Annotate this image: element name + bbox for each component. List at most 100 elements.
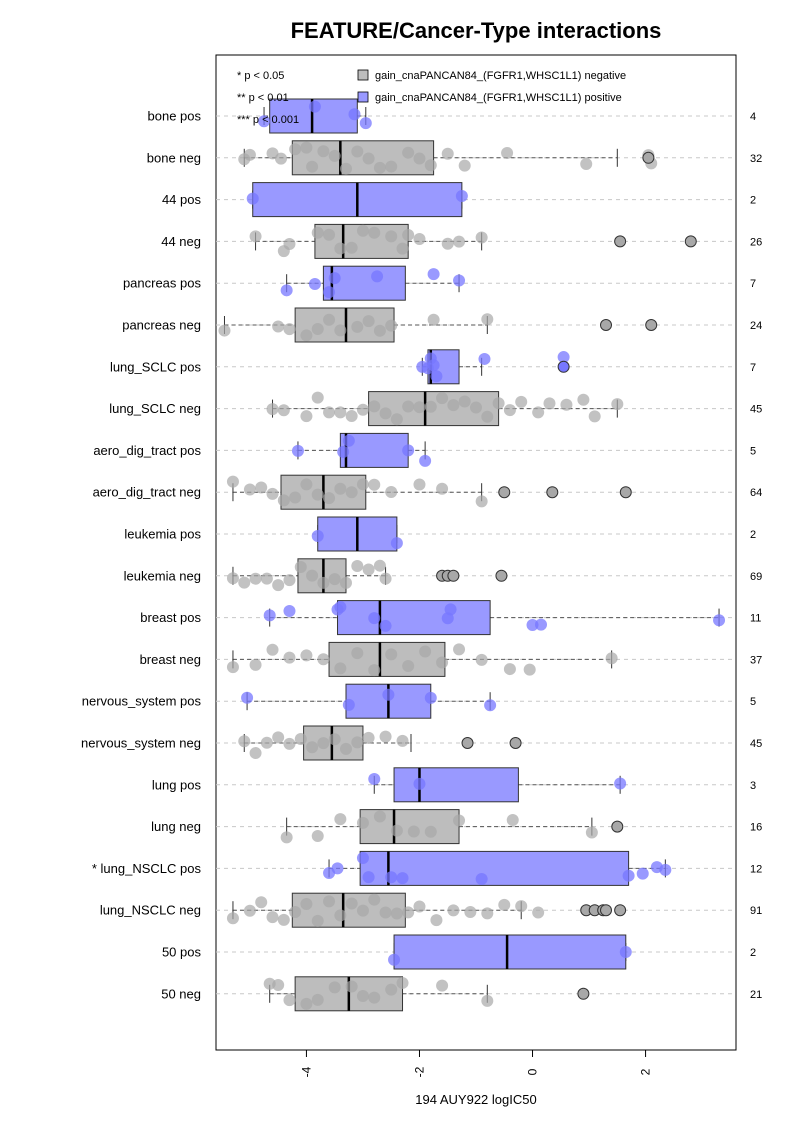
group-count: 69	[750, 571, 762, 583]
data-point	[306, 569, 319, 582]
data-point	[503, 404, 516, 417]
legend-swatch-positive	[357, 91, 369, 103]
boxes	[223, 98, 720, 1012]
group-count: 12	[750, 863, 762, 875]
data-point	[605, 652, 618, 665]
data-point	[588, 410, 601, 423]
data-point	[317, 653, 330, 666]
data-point	[413, 232, 426, 245]
data-point	[356, 816, 369, 829]
data-point	[351, 559, 364, 572]
group-label: breast neg	[140, 652, 201, 667]
outlier-point	[684, 235, 697, 248]
data-point	[272, 579, 285, 592]
data-point	[218, 324, 231, 337]
data-point	[311, 993, 324, 1006]
data-point	[532, 406, 545, 419]
outlier-point	[611, 820, 624, 833]
group-count: 26	[750, 236, 762, 248]
data-point	[515, 900, 528, 913]
outlier-point	[614, 235, 627, 248]
group-count: 32	[750, 153, 762, 165]
data-point	[345, 410, 358, 423]
group-count: 21	[750, 989, 762, 1001]
data-point	[407, 825, 420, 838]
data-point	[283, 651, 296, 664]
group-count: 91	[750, 905, 762, 917]
data-point	[436, 656, 449, 669]
outlier-point	[577, 987, 590, 1000]
group-count: 2	[750, 195, 756, 207]
x-tick-label: -2	[412, 1066, 426, 1077]
data-point	[266, 403, 279, 416]
data-point	[424, 400, 437, 413]
x-axis-label: 194 AUY922 logIC50	[415, 1092, 536, 1107]
outlier-point	[600, 904, 612, 917]
data-point	[272, 320, 285, 333]
data-point	[280, 284, 293, 297]
outlier-point	[619, 486, 632, 499]
data-point	[402, 400, 415, 413]
data-point	[478, 352, 491, 365]
data-point	[368, 478, 381, 491]
group-label: aero_dig_tract pos	[93, 443, 201, 458]
data-point	[334, 909, 347, 922]
data-point	[379, 619, 392, 632]
group-label: 44 pos	[162, 192, 202, 207]
data-point	[351, 736, 364, 749]
data-point	[481, 907, 494, 920]
data-point	[294, 560, 307, 573]
data-point	[424, 159, 437, 172]
data-point	[498, 898, 511, 911]
data-point	[331, 862, 344, 875]
x-tick-label: 0	[526, 1068, 540, 1075]
group-label: nervous_system neg	[81, 736, 201, 751]
data-point	[481, 410, 494, 423]
data-point	[283, 574, 296, 587]
data-point	[238, 735, 251, 748]
data-point	[385, 230, 398, 243]
data-point	[464, 906, 477, 919]
outlier-point	[557, 360, 570, 373]
data-point	[396, 242, 409, 255]
data-point	[362, 731, 375, 744]
data-point	[535, 618, 547, 631]
legend-swatch-negative	[357, 69, 369, 81]
data-point	[368, 664, 381, 677]
data-point	[368, 893, 381, 906]
data-point	[351, 320, 364, 333]
group-count: 64	[750, 487, 762, 499]
data-point	[249, 658, 262, 671]
data-point	[506, 813, 519, 826]
data-point	[317, 576, 330, 589]
group-count: 7	[750, 362, 756, 374]
group-label: bone neg	[147, 150, 201, 165]
data-point	[390, 537, 403, 550]
data-point	[453, 643, 466, 656]
data-point	[427, 313, 440, 326]
group-counts: 4 32 2 26 7 24 7 45 5 64 2 69 11 37 5 45 3 16 12 91 2 21	[750, 111, 762, 1001]
data-point	[356, 851, 369, 864]
chart-title: FEATURE/Cancer-Type interactions	[291, 18, 662, 43]
data-point	[311, 322, 324, 335]
data-point	[323, 313, 336, 326]
group-count: 24	[750, 320, 762, 332]
data-point	[334, 482, 347, 495]
group-label: 50 neg	[161, 986, 201, 1001]
data-point	[481, 313, 494, 326]
data-point	[238, 576, 251, 589]
data-point	[356, 904, 369, 917]
data-point	[334, 324, 347, 337]
group-label: breast pos	[140, 610, 201, 625]
data-point	[260, 736, 273, 749]
data-point	[379, 730, 392, 743]
data-point	[636, 867, 649, 880]
outlier-point	[642, 151, 655, 164]
annotation-line-2: ** p < 0.01	[237, 92, 289, 104]
data-point	[249, 572, 262, 585]
data-point	[263, 609, 276, 622]
annotation-line-3: *** p < 0.001	[237, 114, 299, 126]
outlier-point	[600, 319, 612, 331]
data-point	[255, 896, 268, 909]
data-point	[481, 994, 494, 1007]
